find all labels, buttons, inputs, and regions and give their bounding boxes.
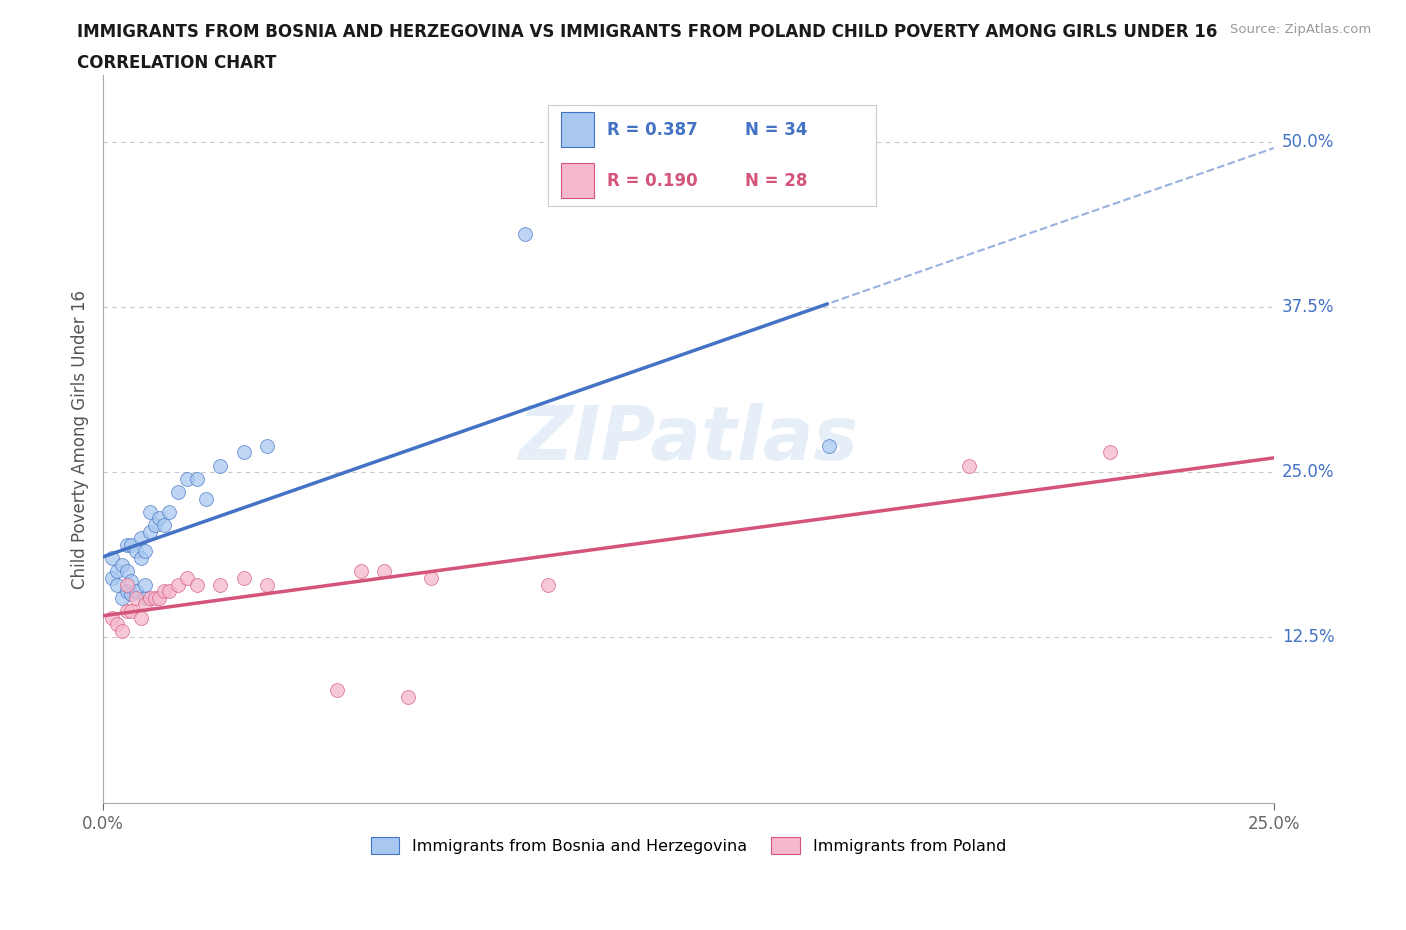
Point xyxy=(125,544,148,559)
Point xyxy=(134,578,156,592)
Point xyxy=(105,578,128,592)
Point xyxy=(134,591,156,605)
Point xyxy=(148,511,170,525)
Text: CORRELATION CHART: CORRELATION CHART xyxy=(77,54,277,72)
Text: 37.5%: 37.5% xyxy=(1282,298,1334,316)
Point xyxy=(129,531,152,546)
Point xyxy=(818,438,841,453)
Point xyxy=(1098,445,1121,459)
Point xyxy=(195,491,218,506)
Point xyxy=(167,485,190,499)
Point xyxy=(115,584,138,599)
Point xyxy=(115,538,138,552)
Point xyxy=(129,610,152,625)
Point xyxy=(157,504,180,519)
Point xyxy=(537,578,560,592)
Point xyxy=(120,604,142,618)
Point xyxy=(125,584,148,599)
Text: IMMIGRANTS FROM BOSNIA AND HERZEGOVINA VS IMMIGRANTS FROM POLAND CHILD POVERTY A: IMMIGRANTS FROM BOSNIA AND HERZEGOVINA V… xyxy=(77,23,1218,41)
Point xyxy=(115,578,138,592)
Point xyxy=(120,587,142,602)
Point xyxy=(232,570,254,585)
Point xyxy=(256,578,278,592)
Point xyxy=(148,591,170,605)
Point xyxy=(111,557,134,572)
Point xyxy=(101,570,124,585)
Point xyxy=(256,438,278,453)
Point xyxy=(419,570,441,585)
Legend: Immigrants from Bosnia and Herzegovina, Immigrants from Poland: Immigrants from Bosnia and Herzegovina, … xyxy=(364,830,1012,860)
Point xyxy=(176,570,198,585)
Point xyxy=(232,445,254,459)
Point xyxy=(115,564,138,578)
Point xyxy=(139,525,162,539)
Point xyxy=(125,591,148,605)
Point xyxy=(186,472,208,486)
Point xyxy=(396,689,419,704)
Point xyxy=(115,604,138,618)
Point xyxy=(139,591,162,605)
Point xyxy=(957,458,980,473)
Point xyxy=(326,683,349,698)
Point xyxy=(350,564,373,578)
Point xyxy=(120,573,142,588)
Point xyxy=(129,551,152,565)
Point xyxy=(143,518,166,533)
Point xyxy=(120,538,142,552)
Text: 12.5%: 12.5% xyxy=(1282,629,1334,646)
Point xyxy=(101,551,124,565)
Point xyxy=(111,623,134,638)
Point xyxy=(186,578,208,592)
Point xyxy=(153,518,176,533)
Point xyxy=(139,504,162,519)
Text: 50.0%: 50.0% xyxy=(1282,133,1334,151)
Point xyxy=(176,472,198,486)
Y-axis label: Child Poverty Among Girls Under 16: Child Poverty Among Girls Under 16 xyxy=(72,289,89,589)
Point xyxy=(209,578,232,592)
Point xyxy=(101,610,124,625)
Text: 25.0%: 25.0% xyxy=(1282,463,1334,481)
Point xyxy=(153,584,176,599)
Text: Source: ZipAtlas.com: Source: ZipAtlas.com xyxy=(1230,23,1371,36)
Point xyxy=(167,578,190,592)
Point xyxy=(157,584,180,599)
Point xyxy=(143,591,166,605)
Point xyxy=(513,227,536,242)
Text: ZIPatlas: ZIPatlas xyxy=(519,403,859,475)
Point xyxy=(134,597,156,612)
Point xyxy=(373,564,395,578)
Point xyxy=(105,564,128,578)
Point xyxy=(111,591,134,605)
Point xyxy=(105,617,128,631)
Point xyxy=(134,544,156,559)
Point xyxy=(209,458,232,473)
